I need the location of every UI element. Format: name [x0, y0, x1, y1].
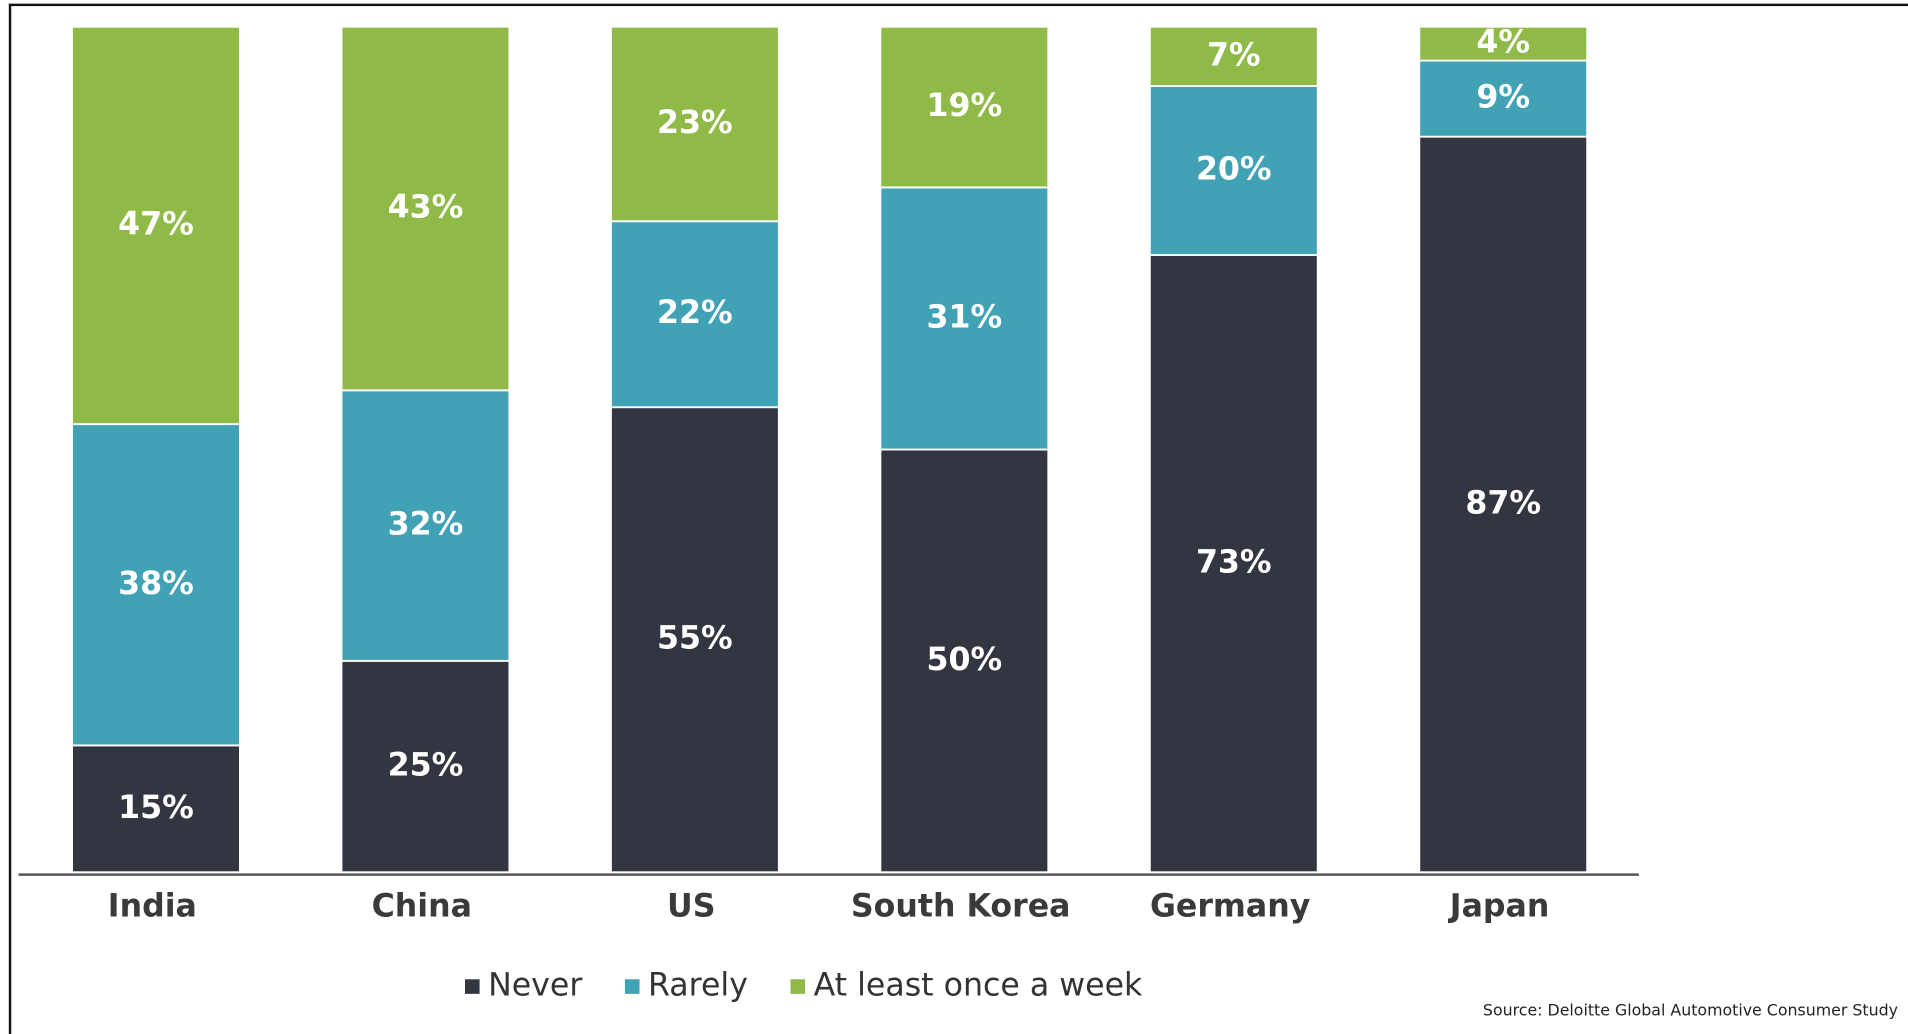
- bar-segment: [610, 25, 780, 223]
- legend-swatch: [464, 979, 480, 994]
- bar-segment: [610, 406, 780, 874]
- data-label: 31%: [927, 299, 1003, 335]
- bar-segment: [340, 659, 511, 874]
- data-label: 15%: [118, 790, 194, 826]
- legend-label: Never: [488, 968, 582, 1004]
- x-tick-label: Japan: [1448, 888, 1550, 924]
- data-label: 20%: [1196, 151, 1272, 187]
- bar-segment: [1148, 25, 1319, 87]
- data-label: 87%: [1465, 485, 1541, 521]
- data-label: 25%: [388, 748, 464, 784]
- frame: [8, 3, 1908, 1034]
- data-label: 19%: [927, 88, 1003, 124]
- legend-label: Rarely: [648, 968, 748, 1004]
- data-label: 32%: [388, 507, 464, 543]
- data-label: 7%: [1207, 37, 1261, 73]
- bar-segment: [879, 448, 1050, 874]
- bar-segment: [610, 220, 780, 409]
- bar-segment: [1418, 135, 1589, 874]
- data-label: 23%: [657, 105, 733, 141]
- data-label: 4%: [1476, 25, 1530, 61]
- bar-segment: [340, 25, 511, 392]
- data-label: 55%: [657, 621, 733, 657]
- data-label: 43%: [388, 190, 464, 226]
- data-label: 50%: [927, 642, 1003, 678]
- bar-segment: [1148, 85, 1319, 256]
- data-label: 73%: [1196, 545, 1272, 581]
- bar-segment: [1418, 25, 1589, 62]
- x-tick-label: South Korea: [851, 888, 1071, 924]
- x-tick-label: Germany: [1150, 888, 1311, 924]
- x-tick-label: US: [667, 888, 715, 924]
- source-note: Source: Deloitte Global Automotive Consu…: [1483, 1000, 1898, 1019]
- bar-segment: [1418, 59, 1589, 138]
- data-label: 38%: [118, 566, 194, 602]
- data-label: 47%: [118, 206, 194, 242]
- data-label: 9%: [1476, 80, 1530, 116]
- bar-segment: [879, 186, 1050, 451]
- legend-label: At least once a week: [814, 968, 1143, 1004]
- legend-swatch: [790, 979, 806, 994]
- bar-segment: [71, 744, 241, 874]
- bar-segment: [1148, 254, 1319, 874]
- bar-segment: [71, 25, 241, 426]
- data-label: 22%: [657, 295, 733, 331]
- x-tick-label: China: [372, 888, 472, 924]
- bar-segment: [71, 423, 241, 747]
- legend-swatch: [624, 979, 640, 994]
- x-tick-label: India: [108, 888, 197, 924]
- bar-segment: [879, 25, 1050, 189]
